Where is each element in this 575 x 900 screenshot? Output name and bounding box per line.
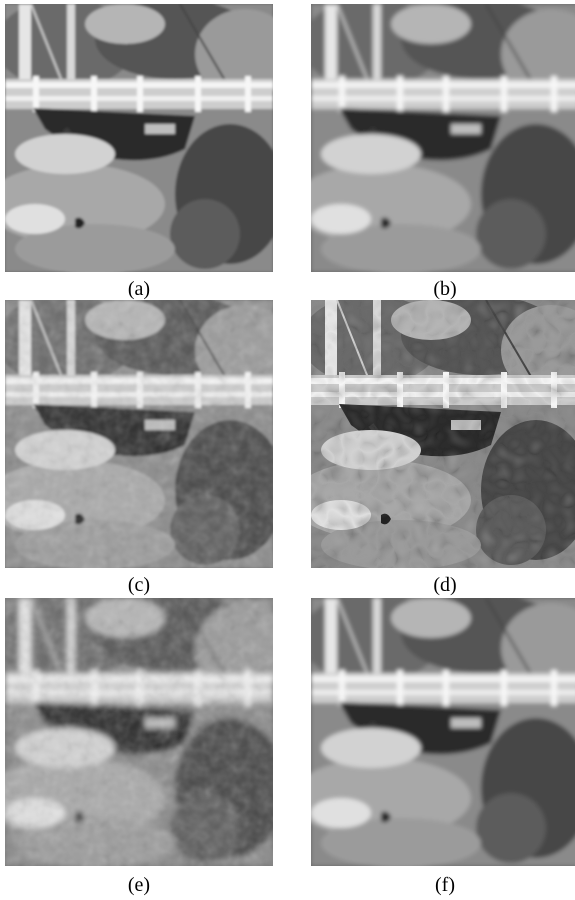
panel-e-caption: (e) (127, 874, 151, 896)
panel-a-image (5, 4, 273, 272)
panel-b-graphic (311, 4, 575, 272)
panel-c-graphic (5, 300, 273, 568)
panel-e-image (5, 598, 273, 866)
panel-a-graphic (5, 4, 273, 272)
panel-f-image (311, 598, 575, 866)
panel-e-graphic (5, 598, 273, 866)
panel-c-caption: (c) (127, 574, 151, 596)
panel-f-caption: (f) (435, 874, 455, 896)
panel-d-image (311, 300, 575, 568)
panel-b-caption: (b) (433, 278, 457, 300)
panel-d-caption: (d) (433, 574, 457, 596)
panel-a-caption: (a) (127, 278, 151, 300)
panel-c-image (5, 300, 273, 568)
panel-d-graphic (311, 300, 575, 568)
panel-b-image (311, 4, 575, 272)
panel-f-graphic (311, 598, 575, 866)
